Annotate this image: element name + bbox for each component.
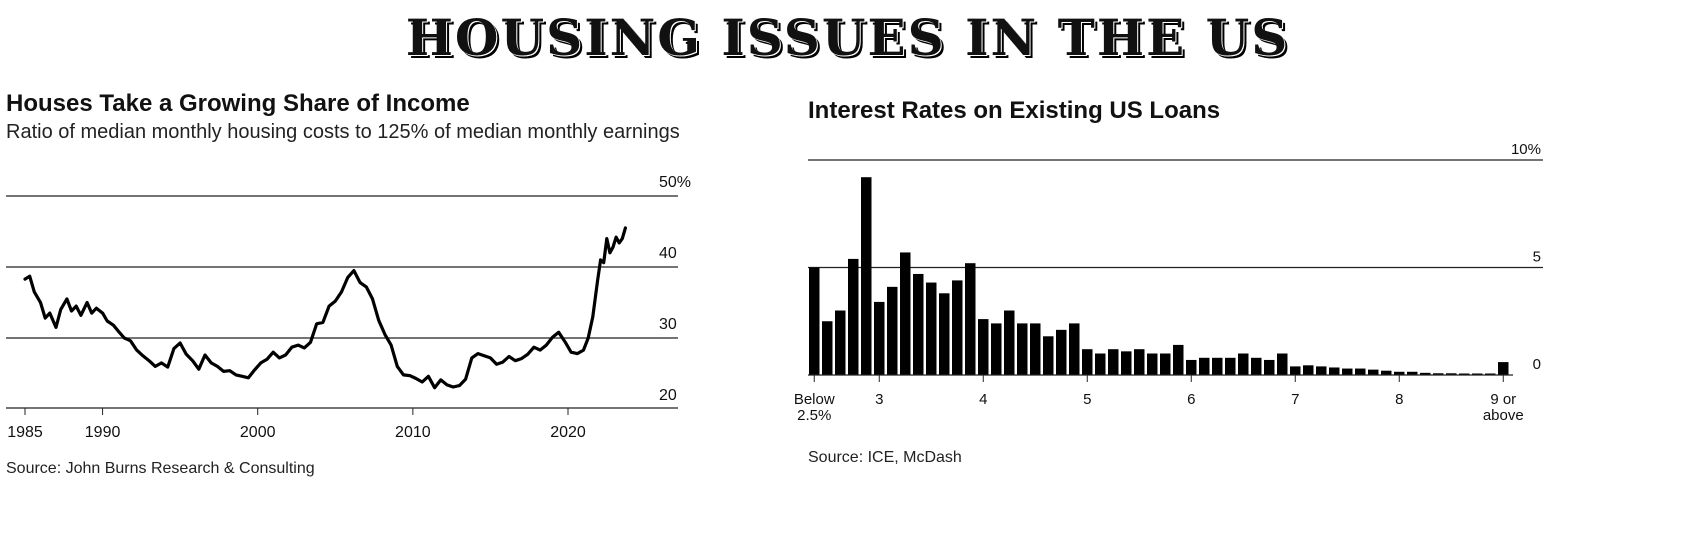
right-y-tick-label: 10%: [1511, 141, 1541, 158]
right-x-tick-label: 5: [1083, 391, 1091, 408]
right-chart-title: Interest Rates on Existing US Loans: [808, 97, 1221, 124]
right-bar: [1147, 353, 1158, 375]
right-bar: [1420, 372, 1431, 375]
right-bar: [1199, 357, 1210, 375]
right-bar: [1212, 357, 1223, 375]
right-bar: [1498, 362, 1509, 375]
right-x-tick-label: 4: [979, 391, 987, 408]
right-bar: [1173, 344, 1184, 375]
left-y-tick-label: 30: [659, 316, 677, 333]
right-x-tick-label: 9 or: [1490, 391, 1516, 408]
left-x-tick-label: 1990: [85, 424, 121, 441]
right-bar: [1186, 359, 1197, 375]
right-bar: [1043, 336, 1054, 375]
right-bar: [1459, 373, 1470, 375]
left-y-tick-label: 50%: [659, 174, 691, 191]
right-bar: [1251, 357, 1262, 375]
right-bar: [1160, 353, 1171, 375]
right-bar: [926, 282, 937, 375]
right-bar: [835, 310, 846, 375]
right-bar: [887, 286, 898, 375]
right-bar: [939, 293, 950, 375]
right-bar: [848, 258, 859, 375]
left-chart-source: Source: John Burns Research & Consulting: [6, 460, 315, 477]
page-title: HOUSING ISSUES IN THE US: [405, 8, 1290, 67]
right-bar: [874, 301, 885, 375]
right-x-tick-label: 8: [1395, 391, 1403, 408]
right-y-tick-label: 0: [1533, 356, 1541, 373]
right-bar: [1030, 323, 1041, 375]
right-bar: [913, 273, 924, 375]
left-y-tick-label: 20: [659, 387, 677, 404]
right-bar: [1329, 367, 1340, 375]
right-bar: [1095, 353, 1106, 375]
right-bar: [1381, 370, 1392, 375]
left-chart-title: Houses Take a Growing Share of Income: [6, 90, 470, 117]
right-bar: [1056, 329, 1067, 375]
right-bar: [1355, 368, 1366, 375]
right-bar: [822, 321, 833, 375]
right-x-tick-label: 7: [1291, 391, 1299, 408]
left-y-tick-label: 40: [659, 245, 677, 262]
right-bar: [1394, 371, 1405, 375]
right-bar: [1069, 323, 1080, 375]
right-bar: [1238, 353, 1249, 375]
right-bar: [1316, 366, 1327, 375]
right-x-tick-label: 3: [875, 391, 883, 408]
right-x-tick-label: Below: [794, 391, 835, 408]
right-x-tick-label: 6: [1187, 391, 1195, 408]
right-bar: [1342, 368, 1353, 375]
left-x-tick-label: 2020: [550, 424, 586, 441]
right-bar: [1277, 353, 1288, 375]
right-bar: [1121, 351, 1132, 375]
right-bar: [861, 177, 872, 375]
right-bar: [809, 267, 820, 375]
right-bar: [978, 319, 989, 375]
left-x-tick-label: 2000: [240, 424, 276, 441]
right-bar: [1082, 349, 1093, 375]
right-bar: [952, 280, 963, 375]
right-bar: [1017, 323, 1028, 375]
right-bar: [1134, 349, 1145, 375]
right-bar: [1485, 373, 1496, 375]
right-bar: [1004, 310, 1015, 375]
right-chart-source: Source: ICE, McDash: [808, 449, 962, 466]
left-series-line: [23, 226, 628, 390]
right-bar: [991, 323, 1002, 375]
right-bar: [1433, 373, 1444, 375]
right-bar: [1407, 371, 1418, 375]
right-bar: [1472, 373, 1483, 375]
right-x-tick-label: above: [1483, 407, 1524, 424]
left-chart-subtitle: Ratio of median monthly housing costs to…: [6, 121, 680, 143]
right-bar: [1264, 359, 1275, 375]
right-bar: [1290, 366, 1301, 375]
right-y-tick-label: 5: [1533, 249, 1541, 266]
left-x-tick-label: 1985: [7, 424, 43, 441]
right-x-tick-label: 2.5%: [797, 407, 831, 424]
right-bar: [965, 263, 976, 375]
right-bar: [1368, 369, 1379, 375]
left-x-tick-label: 2010: [395, 424, 431, 441]
right-bar: [1303, 365, 1314, 375]
right-bar: [900, 252, 911, 375]
right-bar: [1446, 373, 1457, 375]
right-bar: [1225, 357, 1236, 375]
right-bar: [1108, 349, 1119, 375]
